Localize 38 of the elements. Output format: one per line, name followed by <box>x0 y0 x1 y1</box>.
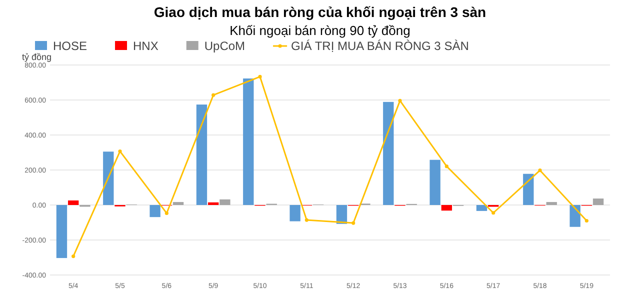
bar <box>570 205 580 227</box>
bar <box>243 78 254 205</box>
chart-subtitle: Khối ngoại bán ròng 90 tỷ đồng <box>230 23 410 38</box>
point <box>492 211 496 215</box>
point <box>304 218 308 222</box>
bar <box>523 174 534 205</box>
bar <box>546 202 557 205</box>
point <box>538 168 542 172</box>
legend-label: HOSE <box>53 39 88 53</box>
point <box>164 211 168 216</box>
legend-label: UpCoM <box>204 39 246 53</box>
bar <box>220 199 230 205</box>
point <box>352 221 356 225</box>
legend-label: GIÁ TRỊ MUA BÁN RÒNG 3 SÀN <box>291 39 469 53</box>
point <box>72 254 76 258</box>
bar <box>103 152 114 205</box>
bar <box>172 202 184 205</box>
y-axis-title: tỷ đồng <box>22 52 52 62</box>
point <box>444 164 448 168</box>
point <box>258 74 262 79</box>
bar <box>441 205 452 211</box>
bar <box>150 205 160 218</box>
bar <box>290 205 300 222</box>
bar <box>196 104 208 205</box>
point <box>398 98 402 102</box>
bar <box>476 205 488 211</box>
legend-label: HNX <box>133 39 158 53</box>
bar <box>336 205 348 224</box>
bar <box>68 200 79 205</box>
point <box>584 218 588 223</box>
point <box>118 149 122 154</box>
bar <box>592 198 604 205</box>
bar <box>383 102 394 205</box>
bar <box>208 202 219 205</box>
point <box>212 93 216 97</box>
bar <box>56 205 68 258</box>
chart-title: Giao dịch mua bán ròng của khối ngoại trên 3 sàn <box>154 4 486 20</box>
bar <box>430 160 440 205</box>
